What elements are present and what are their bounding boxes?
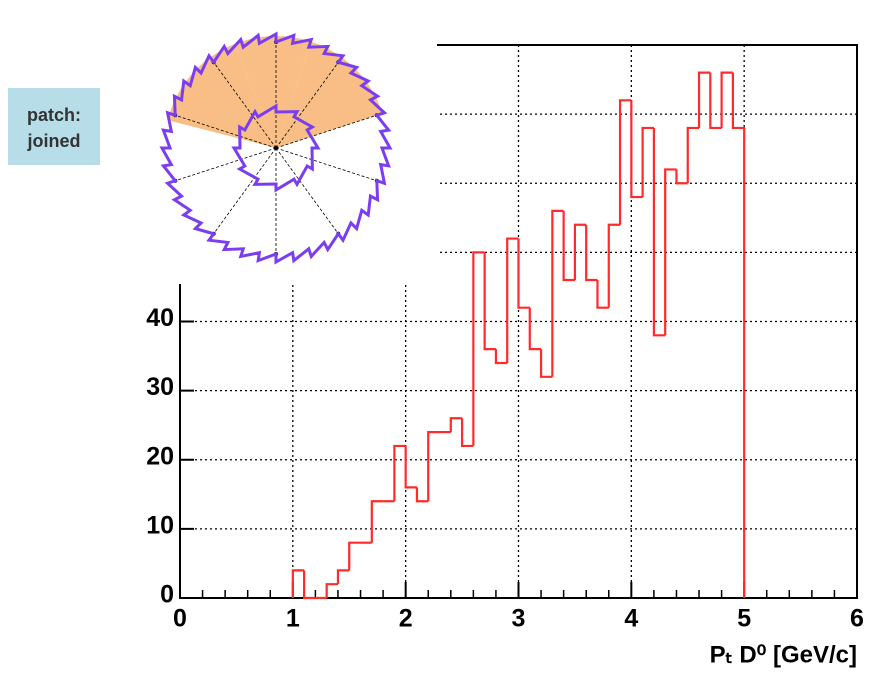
histogram-bin	[494, 349, 508, 365]
x-tick-label: 3	[512, 605, 526, 633]
patch-label-box	[8, 88, 100, 165]
arrow	[275, 114, 377, 149]
y-tick-label: 0	[160, 581, 174, 609]
histogram-bin	[393, 444, 406, 502]
histogram-bin	[562, 210, 575, 282]
detector-ring	[159, 31, 393, 265]
y-tick-label: 20	[146, 442, 174, 470]
center	[274, 146, 278, 150]
histogram-bin	[460, 418, 474, 448]
histogram-bin	[325, 583, 338, 598]
histogram-bin	[675, 169, 688, 185]
histogram-bin	[370, 500, 384, 543]
detector-diagram	[100, 0, 437, 284]
x-tick-label: 4	[624, 605, 638, 633]
histogram-bin	[709, 72, 722, 130]
arrow	[175, 114, 277, 149]
arrow	[275, 147, 377, 182]
histogram-bin	[415, 487, 429, 503]
histogram-bin	[336, 569, 350, 585]
histogram-bin	[506, 237, 519, 363]
x-tick-label: 2	[399, 605, 413, 633]
x-tick-label: 1	[286, 605, 300, 633]
arrow	[213, 147, 277, 234]
histogram-bin	[551, 209, 564, 377]
patch-label: patch:	[27, 105, 81, 125]
histogram-bin	[731, 72, 746, 598]
x-axis-label: Pₜ D⁰ [GeV/c]	[710, 641, 857, 668]
histogram-bin	[472, 251, 485, 446]
arrow	[275, 62, 339, 149]
arrow	[213, 62, 277, 149]
detector-ring	[231, 103, 321, 193]
histogram-bin	[539, 349, 553, 378]
histogram-bin	[291, 569, 305, 598]
histogram-bin	[618, 99, 632, 225]
histogram-bin	[664, 168, 677, 336]
histogram-bin	[607, 223, 621, 308]
y-tick-label: 40	[146, 304, 174, 332]
histogram-bin	[720, 71, 733, 128]
histogram-bin	[427, 431, 440, 502]
histogram-bin	[585, 224, 598, 282]
histogram-bin	[449, 417, 463, 433]
x-tick-label: 6	[850, 605, 864, 633]
frame	[179, 44, 858, 599]
histogram-bin	[630, 100, 643, 199]
histogram-bin	[528, 307, 542, 351]
x-tick-label: 0	[173, 605, 187, 633]
histogram-bin	[652, 127, 666, 337]
histogram-bin	[404, 445, 417, 489]
arrow	[275, 147, 339, 234]
y-tick-label: 30	[146, 373, 174, 401]
histogram-bin	[517, 238, 530, 309]
y-tick-label: 10	[146, 511, 174, 539]
histogram-bin	[596, 280, 609, 309]
histogram-bin	[697, 71, 711, 128]
histogram-bin	[686, 126, 700, 184]
histogram-bin	[303, 570, 316, 600]
patch-label: joined	[27, 131, 81, 151]
histogram-bin	[573, 223, 587, 281]
histogram-bin	[483, 252, 496, 351]
arrow	[175, 147, 277, 182]
histogram-bin	[348, 541, 361, 571]
sector	[234, 35, 311, 148]
histogram-bin	[641, 126, 654, 198]
x-tick-label: 5	[737, 605, 751, 633]
